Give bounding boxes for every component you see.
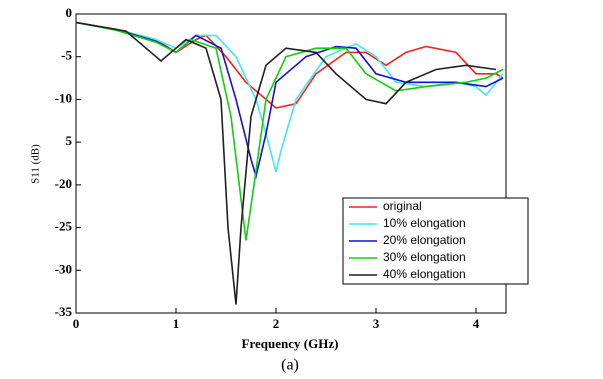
x-tick-label: 4 (473, 316, 480, 331)
series-line (75, 21, 504, 109)
y-tick-label: -25 (55, 219, 73, 234)
y-tick-label: -35 (55, 304, 73, 319)
y-tick-label: 5 (66, 133, 73, 148)
y-tick-label: 0 (66, 5, 73, 20)
x-tick-label: 1 (173, 316, 180, 331)
y-tick-label: -30 (55, 261, 72, 276)
series-line (75, 21, 504, 180)
y-tick-label: -20 (55, 176, 72, 191)
plot-frame (75, 13, 507, 314)
legend-label: original (383, 199, 422, 213)
y-axis-label: S11 (dB) (30, 144, 42, 184)
series-line (75, 21, 504, 173)
legend-label: 30% elongation (383, 250, 466, 264)
legend-label: 10% elongation (383, 216, 466, 230)
x-tick-label: 0 (73, 316, 80, 331)
y-tick-label: -10 (55, 90, 72, 105)
series-line (75, 21, 497, 305)
caption: (a) (281, 357, 299, 374)
x-axis-label: Frequency (GHz) (242, 336, 339, 351)
x-tick-label: 3 (373, 316, 380, 331)
series-line (75, 21, 504, 241)
y-tick-label: -5 (61, 48, 72, 63)
legend-label: 20% elongation (383, 233, 466, 247)
x-tick-label: 2 (273, 316, 280, 331)
legend-label: 40% elongation (383, 267, 466, 281)
